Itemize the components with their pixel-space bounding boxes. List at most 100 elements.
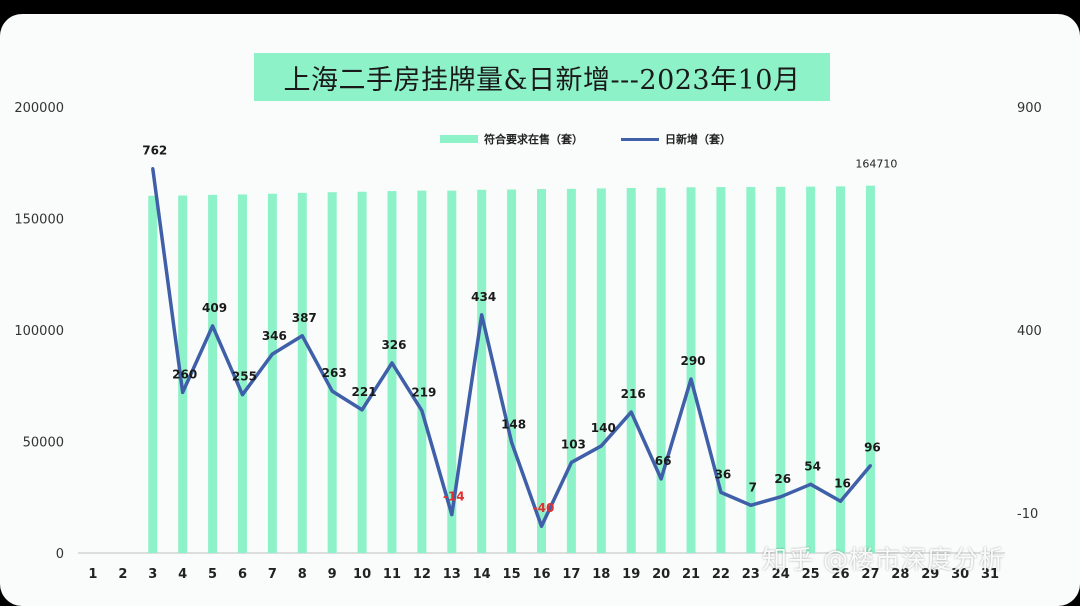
line-point [510, 440, 514, 444]
x-tick-label: 16 [532, 567, 550, 582]
line-data-label: 103 [561, 437, 586, 451]
y-right-tick-label: -10 [1017, 507, 1038, 522]
chart-title-box: 上海二手房挂牌量&日新增---2023年10月 [254, 53, 830, 101]
line-data-label: 54 [804, 459, 821, 473]
x-tick-label: 20 [652, 567, 670, 582]
bar-data-label: 164710 [855, 158, 897, 171]
x-tick-label: 5 [208, 567, 217, 582]
y-left-tick-label: 0 [56, 547, 64, 562]
bar [447, 190, 457, 553]
y-left-tick-label: 200000 [14, 101, 64, 116]
line-data-label: 66 [655, 454, 672, 468]
line-point [270, 352, 274, 356]
line-data-label: 263 [322, 366, 347, 380]
bar [806, 186, 816, 553]
bar [208, 194, 218, 553]
x-tick-label: 15 [503, 567, 521, 582]
y-left-tick-label: 150000 [14, 213, 64, 228]
legend-label-line: 日新增（套） [665, 133, 731, 146]
bar [626, 187, 636, 553]
line-data-label: 221 [352, 385, 377, 399]
line-data-label: 387 [292, 311, 317, 325]
line-data-label: 16 [834, 476, 851, 490]
line-point [450, 513, 454, 517]
x-tick-label: 21 [682, 567, 700, 582]
line-data-label: 96 [864, 441, 881, 455]
line-point [689, 377, 693, 381]
chart-title: 上海二手房挂牌量&日新增---2023年10月 [283, 64, 801, 96]
x-tick-label: 27 [861, 567, 879, 582]
x-tick-label: 17 [562, 567, 580, 582]
line-point [390, 361, 394, 365]
x-tick-label: 1 [88, 567, 97, 582]
line-point [569, 460, 573, 464]
line-point [480, 313, 484, 317]
bar [477, 189, 487, 553]
line-data-label: 216 [621, 387, 646, 401]
line-point [779, 495, 783, 499]
line-data-label: 7 [749, 480, 757, 494]
x-tick-label: 4 [178, 567, 187, 582]
line-data-label: 290 [680, 354, 705, 368]
line-data-label: 148 [501, 417, 526, 431]
x-tick-label: 14 [473, 567, 491, 582]
legend-label-bar: 符合要求在售（套） [484, 133, 583, 146]
line-point [659, 477, 663, 481]
line-point [749, 503, 753, 507]
x-tick-label: 7 [268, 567, 277, 582]
legend-swatch-line [621, 137, 659, 141]
x-tick-label: 2 [118, 567, 127, 582]
line-data-label: 434 [471, 290, 496, 304]
x-tick-label: 11 [383, 567, 401, 582]
line-data-label: 346 [262, 329, 287, 343]
bar [537, 189, 546, 553]
bar [836, 186, 846, 553]
x-tick-label: 19 [622, 567, 640, 582]
line-data-label: 409 [202, 301, 227, 315]
y-left-tick-label: 50000 [23, 436, 64, 451]
line-point [181, 390, 185, 394]
line-point [360, 408, 364, 412]
line-point [330, 389, 334, 393]
line-point [240, 393, 244, 397]
line-point [809, 482, 813, 486]
bar [267, 193, 277, 553]
x-tick-label: 6 [238, 567, 247, 582]
x-tick-label: 9 [328, 567, 337, 582]
y-left-tick-label: 100000 [14, 324, 64, 339]
x-tick-label: 23 [742, 567, 760, 582]
line-data-label: 219 [411, 386, 436, 400]
line-point [540, 524, 543, 528]
line-point [599, 444, 603, 448]
bar [507, 189, 517, 553]
line-data-label: 36 [715, 467, 732, 481]
line-data-label: -14 [443, 490, 465, 504]
x-tick-label: 29 [921, 567, 939, 582]
bar [566, 188, 576, 553]
x-tick-label: 13 [443, 567, 461, 582]
line-data-label: -40 [533, 501, 555, 515]
line-data-label: 260 [172, 367, 197, 381]
bar [746, 187, 756, 553]
bar [237, 194, 247, 553]
x-tick-label: 24 [772, 567, 790, 582]
bar [686, 187, 696, 553]
line-point [151, 167, 155, 171]
bar [417, 190, 427, 553]
line-data-label: 255 [232, 370, 257, 384]
line-point [868, 464, 872, 468]
bar [865, 185, 875, 553]
bar [387, 191, 397, 554]
watermark: 知乎 @楼市深度分析 [762, 545, 1005, 574]
x-tick-label: 3 [148, 567, 157, 582]
x-tick-label: 8 [298, 567, 307, 582]
bar [178, 195, 188, 553]
x-tick-label: 30 [951, 567, 969, 582]
line-data-label: 140 [591, 421, 616, 435]
bar [716, 187, 726, 553]
bar [357, 191, 367, 554]
bar [327, 192, 337, 553]
line-data-label: 326 [381, 338, 406, 352]
x-tick-label: 22 [712, 567, 730, 582]
